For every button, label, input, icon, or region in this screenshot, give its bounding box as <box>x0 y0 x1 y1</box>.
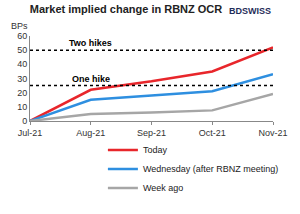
svg-text:0: 0 <box>22 116 27 126</box>
svg-text:Aug-21: Aug-21 <box>76 128 105 138</box>
svg-text:50: 50 <box>17 45 27 55</box>
svg-text:30: 30 <box>17 74 27 84</box>
svg-text:Two hikes: Two hikes <box>69 38 112 48</box>
svg-text:BDSWISS: BDSWISS <box>229 6 271 16</box>
svg-text:Today: Today <box>143 145 168 155</box>
svg-text:10: 10 <box>17 102 27 112</box>
svg-text:Jul-21: Jul-21 <box>18 128 43 138</box>
svg-text:Week ago: Week ago <box>143 183 183 193</box>
svg-text:One hike: One hike <box>72 74 110 84</box>
svg-text:Market implied change in RBNZ: Market implied change in RBNZ OCR <box>30 3 223 15</box>
svg-text:Sep-21: Sep-21 <box>137 128 166 138</box>
svg-text:Nov-21: Nov-21 <box>258 128 287 138</box>
svg-text:BPs: BPs <box>11 21 28 31</box>
svg-text:20: 20 <box>17 88 27 98</box>
svg-text:40: 40 <box>17 59 27 69</box>
svg-text:Oct-21: Oct-21 <box>199 128 226 138</box>
svg-text:60: 60 <box>17 31 27 41</box>
svg-text:Wednesday (after RBNZ meeting): Wednesday (after RBNZ meeting) <box>143 164 278 174</box>
